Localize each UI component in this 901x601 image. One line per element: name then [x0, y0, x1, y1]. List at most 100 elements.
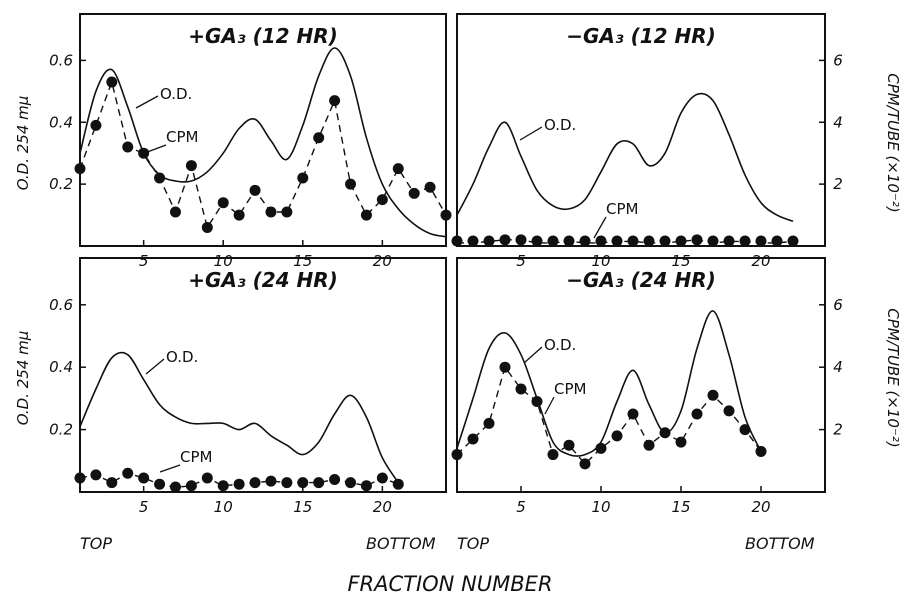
cpm-point	[643, 235, 655, 247]
od-annotation: O.D.	[544, 336, 576, 354]
panel-2: −GA₃ (12 HR) 5 10 15 20 2 4 6 O.D. CPM	[451, 13, 843, 270]
x-axis-label: FRACTION NUMBER	[347, 572, 552, 596]
cpm-point	[217, 480, 229, 492]
cpm-point	[281, 206, 293, 218]
od-series-line	[80, 351, 399, 484]
x-tick-label: 10	[591, 498, 610, 516]
cpm-point	[392, 478, 404, 490]
cpm-point	[675, 235, 687, 247]
od-annotation-arrow	[145, 358, 165, 375]
cpm-point	[643, 439, 655, 451]
cpm-point	[313, 132, 325, 144]
cpm-point	[138, 472, 150, 484]
cpm-point	[265, 475, 277, 487]
panel-title: +GA₃ (12 HR)	[188, 24, 338, 48]
cpm-annotation: CPM	[166, 128, 198, 146]
cpm-point	[74, 163, 86, 175]
cpm-point	[185, 160, 197, 172]
cpm-point	[201, 221, 213, 233]
cpm-point	[675, 436, 687, 448]
x-tick-label: 10	[591, 252, 610, 270]
cpm-point	[723, 405, 735, 417]
cpm-point	[345, 477, 357, 489]
cpm-point	[249, 477, 261, 489]
cpm-point	[659, 427, 671, 439]
cpm-point	[376, 472, 388, 484]
x-tick-label: 15	[671, 498, 690, 516]
x-tick-label: 20	[751, 252, 770, 270]
cpm-point	[329, 474, 341, 486]
cpm-point	[531, 396, 543, 408]
od-annotation-arrow	[135, 95, 159, 109]
y-tick-label-cpm: 6	[833, 51, 843, 69]
y-tick-label-cpm: 4	[833, 358, 843, 376]
cpm-annotation-arrow	[159, 464, 181, 473]
x-tick-label: 5	[516, 498, 526, 516]
panel-title: −GA₃ (24 HR)	[566, 268, 716, 292]
cpm-annotation-arrow	[593, 216, 607, 239]
cpm-point	[691, 408, 703, 420]
x-tick-label: 15	[293, 498, 312, 516]
cpm-point	[360, 480, 372, 492]
x-tick-label: 15	[293, 252, 312, 270]
panel-frame	[79, 257, 447, 493]
cpm-point	[627, 408, 639, 420]
od-series-line	[457, 92, 794, 223]
y-tick-label-cpm: 4	[833, 113, 843, 131]
cpm-point	[345, 178, 357, 190]
panel-3: +GA₃ (24 HR) 5 10 15 20 0.2 0.4 0.6 O.D. CPM	[49, 257, 447, 516]
bottom-label-left: BOTTOM	[366, 534, 436, 553]
y-tick-label-od: 0.6	[49, 296, 73, 314]
cpm-point	[707, 235, 719, 247]
cpm-point	[451, 235, 463, 247]
y-axis-label-right-top: CPM/TUBE (×10⁻²)	[884, 73, 901, 212]
cpm-point	[408, 187, 420, 199]
panel-frame	[456, 13, 826, 247]
cpm-point	[122, 467, 134, 479]
y-tick-label-od: 0.4	[49, 113, 73, 131]
od-annotation: O.D.	[160, 85, 192, 103]
cpm-series-line	[456, 365, 762, 465]
y-tick-label-od: 0.6	[49, 51, 73, 69]
cpm-point	[579, 235, 591, 247]
cpm-point	[771, 235, 783, 247]
cpm-point	[739, 424, 751, 436]
cpm-point	[611, 235, 623, 247]
cpm-point	[297, 477, 309, 489]
od-annotation: O.D.	[166, 348, 198, 366]
cpm-series-line	[457, 239, 794, 244]
cpm-point	[691, 234, 703, 246]
cpm-point	[265, 206, 277, 218]
cpm-point	[392, 163, 404, 175]
cpm-point	[467, 235, 479, 247]
y-tick-label-cpm: 2	[833, 421, 843, 439]
cpm-point	[499, 361, 511, 373]
cpm-point	[376, 194, 388, 206]
od-series-line	[80, 47, 446, 238]
cpm-point	[281, 477, 293, 489]
cpm-point	[154, 172, 166, 184]
cpm-point	[169, 481, 181, 493]
x-tick-label: 20	[373, 498, 392, 516]
cpm-point	[185, 480, 197, 492]
cpm-annotation: CPM	[606, 200, 638, 218]
cpm-point	[233, 478, 245, 490]
cpm-point	[169, 206, 181, 218]
cpm-point	[595, 442, 607, 454]
x-tick-label: 10	[214, 252, 233, 270]
cpm-point	[499, 234, 511, 246]
cpm-annotation-arrow	[141, 144, 167, 155]
cpm-annotation: CPM	[180, 448, 212, 466]
x-tick-label: 5	[139, 252, 149, 270]
top-label-left: TOP	[80, 534, 112, 553]
panel-frame	[79, 13, 447, 247]
cpm-point	[440, 209, 452, 221]
od-annotation-arrow	[519, 126, 543, 141]
cpm-point	[122, 141, 134, 153]
cpm-point	[467, 433, 479, 445]
cpm-point	[755, 235, 767, 247]
cpm-point	[424, 181, 436, 193]
y-tick-label-od: 0.4	[49, 358, 73, 376]
cpm-point	[233, 209, 245, 221]
